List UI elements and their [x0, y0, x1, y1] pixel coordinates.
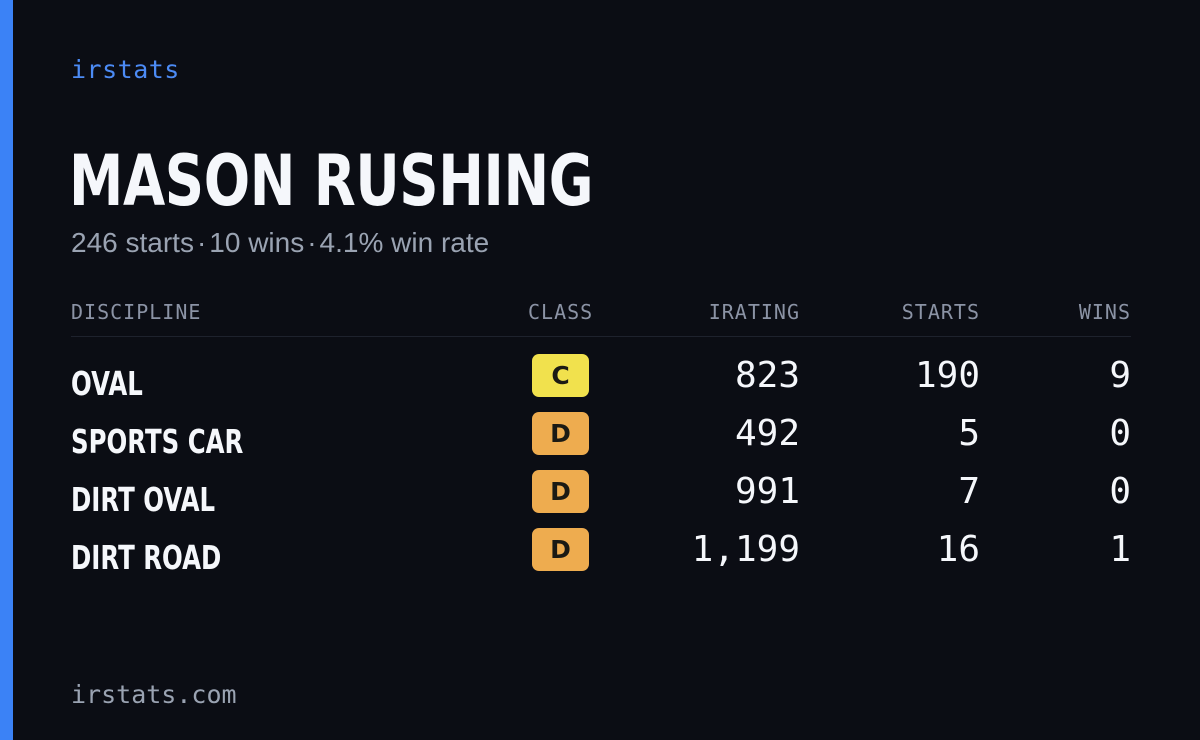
wins-summary: 10 wins	[209, 227, 305, 258]
separator: ·	[307, 227, 317, 258]
table-row: DIRT OVAL D 991 7 0	[71, 470, 1131, 528]
wins-value: 0	[1109, 471, 1131, 512]
starts-value: 7	[958, 471, 980, 512]
class-badge: C	[532, 354, 589, 397]
separator: ·	[196, 227, 207, 258]
discipline-name: SPORTS CAR	[71, 422, 244, 461]
starts-value: 16	[936, 529, 980, 570]
table-body: OVAL C 823 190 9 SPORTS CAR D 492 5 0 DI…	[71, 337, 1131, 586]
starts-value: 190	[914, 355, 980, 396]
header-starts: STARTS	[901, 300, 980, 324]
win-rate-summary: 4.1% win rate	[319, 227, 490, 258]
table-row: DIRT ROAD D 1,199 16 1	[71, 528, 1131, 586]
starts-value: 5	[958, 413, 980, 454]
wins-value: 9	[1109, 355, 1131, 396]
player-name: MASON RUSHING	[69, 140, 594, 222]
accent-bar	[0, 0, 13, 740]
table-header: DISCIPLINE CLASS IRATING STARTS WINS	[71, 296, 1131, 337]
header-discipline: DISCIPLINE	[71, 300, 202, 324]
footer-url: irstats.com	[71, 680, 237, 709]
header-wins: WINS	[1078, 300, 1131, 324]
wins-value: 0	[1109, 413, 1131, 454]
irating-value: 991	[734, 471, 800, 512]
discipline-table: DISCIPLINE CLASS IRATING STARTS WINS OVA…	[71, 296, 1131, 586]
irating-value: 823	[734, 355, 800, 396]
table-row: OVAL C 823 190 9	[71, 354, 1131, 412]
wins-value: 1	[1109, 529, 1131, 570]
header-class: CLASS	[528, 300, 594, 324]
header-irating: IRATING	[708, 300, 800, 324]
irating-value: 492	[734, 413, 800, 454]
discipline-name: DIRT OVAL	[71, 480, 216, 519]
starts-summary: 246 starts	[71, 227, 194, 258]
irating-value: 1,199	[691, 529, 800, 570]
class-badge: D	[532, 528, 589, 571]
table-row: SPORTS CAR D 492 5 0	[71, 412, 1131, 470]
class-badge: D	[532, 412, 589, 455]
player-summary: 246 starts · 10 wins · 4.1% win rate	[71, 227, 489, 259]
discipline-name: DIRT ROAD	[71, 538, 222, 577]
discipline-name: OVAL	[71, 364, 143, 403]
class-badge: D	[532, 470, 589, 513]
brand-logo-text: irstats	[71, 55, 180, 84]
